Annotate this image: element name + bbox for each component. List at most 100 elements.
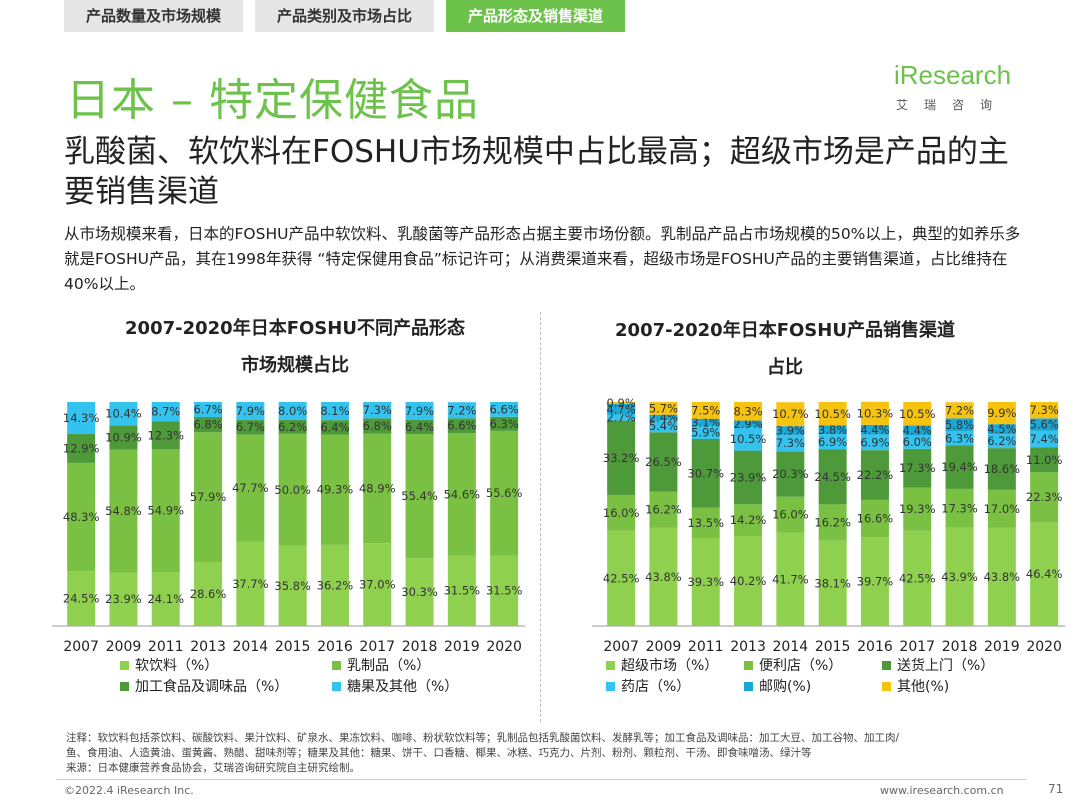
chart1-label-2016-s3: 8.1% bbox=[320, 404, 349, 418]
chart2-label-2016-s5: 10.3% bbox=[857, 406, 894, 420]
chart1-label-2015-s2: 6.2% bbox=[278, 420, 307, 434]
chart2-bar-2016-s2 bbox=[860, 450, 889, 500]
page-title: 日本 – 特定保健食品 bbox=[66, 75, 479, 126]
chart1-bar-2013-s1 bbox=[194, 432, 223, 562]
tab-product-form-channel[interactable]: 产品形态及销售渠道 bbox=[446, 0, 626, 32]
chart2-label-2015-s3: 6.9% bbox=[818, 435, 847, 449]
chart2-label-2020-s4: 5.6% bbox=[1030, 418, 1059, 432]
chart1-bar-2016-s1 bbox=[320, 434, 349, 545]
chart2-label-2018-s3: 6.3% bbox=[945, 431, 974, 445]
chart2-bar-2017-s5 bbox=[903, 402, 932, 426]
chart2-label-2016-s4: 4.4% bbox=[860, 423, 889, 437]
chart2-label-2014-s3: 7.3% bbox=[776, 436, 805, 450]
chart1-label-2015-s1: 50.0% bbox=[274, 483, 311, 497]
chart2-bar-2014-s1 bbox=[776, 496, 805, 533]
chart2-label-2019-s0: 43.8% bbox=[984, 570, 1021, 584]
chart2-label-2014-s4: 3.9% bbox=[776, 424, 805, 438]
chart2-bar-2018-s5 bbox=[945, 402, 974, 419]
tab-product-quantity[interactable]: 产品数量及市场规模 bbox=[64, 0, 244, 32]
chart2-label-2007-s1: 16.0% bbox=[603, 506, 640, 520]
chart2-bar-2007-s3 bbox=[607, 414, 636, 421]
chart2-bar-2016-s4 bbox=[860, 424, 889, 435]
chart2-label-2009-s3: 5.4% bbox=[649, 419, 678, 433]
chart1-legend-swatch-2 bbox=[120, 682, 129, 691]
chart1-label-2011-s0: 24.1% bbox=[147, 592, 184, 606]
chart1-bar-2013-s3 bbox=[194, 402, 223, 418]
website-link[interactable]: www.iresearch.com.cn bbox=[880, 784, 1004, 797]
chart2-bar-2019-s4 bbox=[987, 424, 1016, 435]
chart2-label-2017-s1: 19.3% bbox=[899, 502, 936, 516]
chart2-label-2019-s5: 9.9% bbox=[987, 406, 1016, 420]
chart1-title-line2: 市场规模占比 bbox=[241, 355, 349, 376]
chart1-tick-2018: 2018 bbox=[402, 639, 438, 655]
chart2-bar-2018-s1 bbox=[945, 488, 974, 528]
chart2-label-2011-s3: 5.9% bbox=[691, 425, 720, 439]
tab-product-category[interactable]: 产品类别及市场占比 bbox=[255, 0, 435, 32]
chart2-bar-2014-s2 bbox=[776, 451, 805, 497]
chart2-legend-1: 便利店（%） bbox=[759, 658, 842, 674]
chart1-bar-2007-s3 bbox=[67, 402, 96, 435]
chart2-bar-2017-s0 bbox=[903, 530, 932, 626]
chart2-label-2016-s0: 39.7% bbox=[857, 575, 894, 589]
chart1-label-2017-s2: 6.8% bbox=[363, 419, 392, 433]
chart2-bar-2018-s2 bbox=[945, 445, 974, 489]
chart1-label-2015-s0: 35.8% bbox=[274, 579, 311, 593]
chart2-bar-2020-s5 bbox=[1030, 402, 1059, 419]
chart2-bar-2015-s1 bbox=[818, 504, 847, 541]
chart1-bar-2016-s3 bbox=[320, 402, 349, 421]
chart2-bar-2015-s4 bbox=[818, 425, 847, 435]
chart1-bar-2020-s0 bbox=[490, 555, 519, 626]
chart2-tick-2019: 2019 bbox=[984, 639, 1020, 655]
chart2-bar-2013-s5 bbox=[734, 402, 763, 421]
chart2-bar-2011-s3 bbox=[691, 425, 720, 439]
chart1-bar-2009-s0 bbox=[109, 572, 138, 626]
chart1-bar-2017-s3 bbox=[363, 402, 392, 419]
chart2-bar-2009-s4 bbox=[649, 414, 678, 421]
chart1-title: 2007-2020年日本FOSHU不同产品形态 市场规模占比 bbox=[80, 310, 510, 384]
chart1-label-2015-s3: 8.0% bbox=[278, 404, 307, 418]
chart2-legend-swatch-1 bbox=[744, 661, 753, 670]
chart2-legend-5: 其他(%) bbox=[897, 679, 949, 695]
chart2-bar-2009-s0 bbox=[649, 527, 678, 626]
chart2-legend-4: 邮购(%) bbox=[759, 679, 811, 695]
chart1-bar-2015-s0 bbox=[278, 545, 307, 626]
chart2-label-2017-s3: 6.0% bbox=[903, 435, 932, 449]
chart2-label-2014-s5: 10.7% bbox=[772, 407, 809, 421]
chart2-legend-3: 药店（%） bbox=[621, 679, 690, 695]
chart2-label-2017-s4: 4.4% bbox=[903, 423, 932, 437]
chart2-legend-swatch-3 bbox=[606, 682, 615, 691]
chart1-bar-2009-s2 bbox=[109, 425, 138, 450]
chart2-label-2011-s1: 13.5% bbox=[687, 516, 724, 530]
chart2-bar-2017-s2 bbox=[903, 448, 932, 488]
chart2-bar-2011-s1 bbox=[691, 507, 720, 538]
chart1-bar-2017-s1 bbox=[363, 433, 392, 544]
chart2-bar-2019-s2 bbox=[987, 448, 1016, 490]
chart2-legend-swatch-2 bbox=[882, 661, 891, 670]
chart1-bar-2011-s3 bbox=[151, 402, 180, 422]
chart1-label-2017-s3: 7.3% bbox=[363, 403, 392, 417]
chart1-tick-2011: 2011 bbox=[148, 639, 184, 655]
chart1-label-2007-s3: 14.3% bbox=[63, 411, 100, 425]
chart1-label-2014-s3: 7.9% bbox=[236, 404, 265, 418]
chart1-label-2013-s1: 57.9% bbox=[190, 490, 227, 504]
chart2-bar-2009-s1 bbox=[649, 491, 678, 528]
chart1-label-2014-s0: 37.7% bbox=[232, 577, 269, 591]
chart1-tick-2014: 2014 bbox=[233, 639, 269, 655]
chart2-label-2019-s4: 4.5% bbox=[987, 422, 1016, 436]
chart2-label-2007-s4: 4.7% bbox=[607, 402, 636, 416]
chart1-bar-2013-s0 bbox=[194, 561, 223, 626]
chart1-label-2018-s0: 30.3% bbox=[401, 585, 438, 599]
chart1-bar-2011-s0 bbox=[151, 572, 180, 626]
chart1-bar-2014-s3 bbox=[236, 402, 265, 420]
chart1-label-2007-s0: 24.5% bbox=[63, 592, 100, 606]
chart1-bar-2018-s3 bbox=[405, 402, 434, 420]
chart2-label-2007-s5: 0.9% bbox=[607, 396, 636, 410]
chart2-tick-2013: 2013 bbox=[730, 639, 766, 655]
chart1-bar-2019-s0 bbox=[447, 555, 476, 626]
chart2-label-2014-s2: 20.3% bbox=[772, 467, 809, 481]
chart1-bar-2015-s1 bbox=[278, 433, 307, 546]
chart2-tick-2020: 2020 bbox=[1026, 639, 1062, 655]
notes-line-1: 注释：软饮料包括茶饮料、碳酸饮料、果汁饮料、矿泉水、果冻饮料、咖啡、粉状软饮料等… bbox=[66, 732, 900, 744]
chart2-bar-2007-s1 bbox=[607, 494, 636, 531]
headline: 乳酸菌、软饮料在FOSHU市场规模中占比最高；超级市场是产品的主要销售渠道 bbox=[64, 134, 1009, 210]
